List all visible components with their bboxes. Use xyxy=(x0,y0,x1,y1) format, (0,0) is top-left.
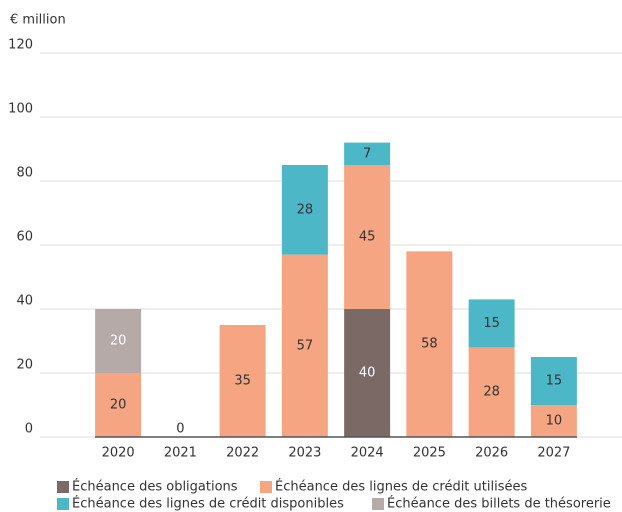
legend-swatch xyxy=(260,481,272,493)
legend-swatch xyxy=(57,498,69,510)
data-label: 40 xyxy=(359,366,376,381)
bar-segment xyxy=(95,373,142,437)
x-tick-label: 2023 xyxy=(288,446,321,461)
bar-segment xyxy=(344,309,391,437)
data-label: 45 xyxy=(359,230,376,245)
y-tick-label: 0 xyxy=(25,422,33,437)
bar-segment xyxy=(530,357,577,405)
x-tick-label: 2025 xyxy=(413,446,446,461)
data-label: 0 xyxy=(176,422,184,437)
y-axis-label: € million xyxy=(10,13,66,28)
x-tick-label: 2020 xyxy=(102,446,135,461)
data-label: 20 xyxy=(110,398,127,413)
bar-segment xyxy=(344,165,391,309)
legend-swatch xyxy=(372,498,384,510)
data-label: 15 xyxy=(546,374,563,389)
y-tick-label: 20 xyxy=(16,358,33,373)
x-tick-label: 2024 xyxy=(351,446,384,461)
bar-segment xyxy=(219,325,266,437)
y-tick-label: 100 xyxy=(8,102,33,117)
data-label: 57 xyxy=(297,338,314,353)
x-tick-label: 2021 xyxy=(164,446,197,461)
data-label: 35 xyxy=(234,374,251,389)
bar-segment xyxy=(281,254,328,437)
data-label: 10 xyxy=(546,414,563,429)
x-tick-label: 2022 xyxy=(226,446,259,461)
legend-label: Échéance des billets de thésorerie xyxy=(387,496,611,512)
legend-label: Échéance des lignes de crédit disponible… xyxy=(72,496,344,512)
legend-label: Échéance des lignes de crédit utilisées xyxy=(275,479,527,495)
bar-segment xyxy=(468,347,515,437)
bar-segment xyxy=(344,142,391,165)
bar-segment xyxy=(406,251,453,437)
data-label: 58 xyxy=(421,337,438,352)
legend-label: Échéance des obligations xyxy=(72,479,238,495)
bar-segment xyxy=(281,165,328,255)
bar-segment xyxy=(530,405,577,437)
data-label: 20 xyxy=(110,334,127,349)
bar-segment xyxy=(468,299,515,348)
y-tick-label: 80 xyxy=(16,166,33,181)
x-tick-label: 2027 xyxy=(537,446,570,461)
x-tick-label: 2026 xyxy=(475,446,508,461)
y-tick-label: 60 xyxy=(16,230,33,245)
y-tick-label: 40 xyxy=(16,294,33,309)
legend-swatch xyxy=(57,481,69,493)
data-label: 28 xyxy=(297,202,314,217)
bar-segment xyxy=(95,309,142,373)
data-label: 15 xyxy=(483,316,500,331)
data-label: 7 xyxy=(363,146,371,161)
y-tick-label: 120 xyxy=(8,38,33,53)
data-label: 28 xyxy=(483,385,500,400)
